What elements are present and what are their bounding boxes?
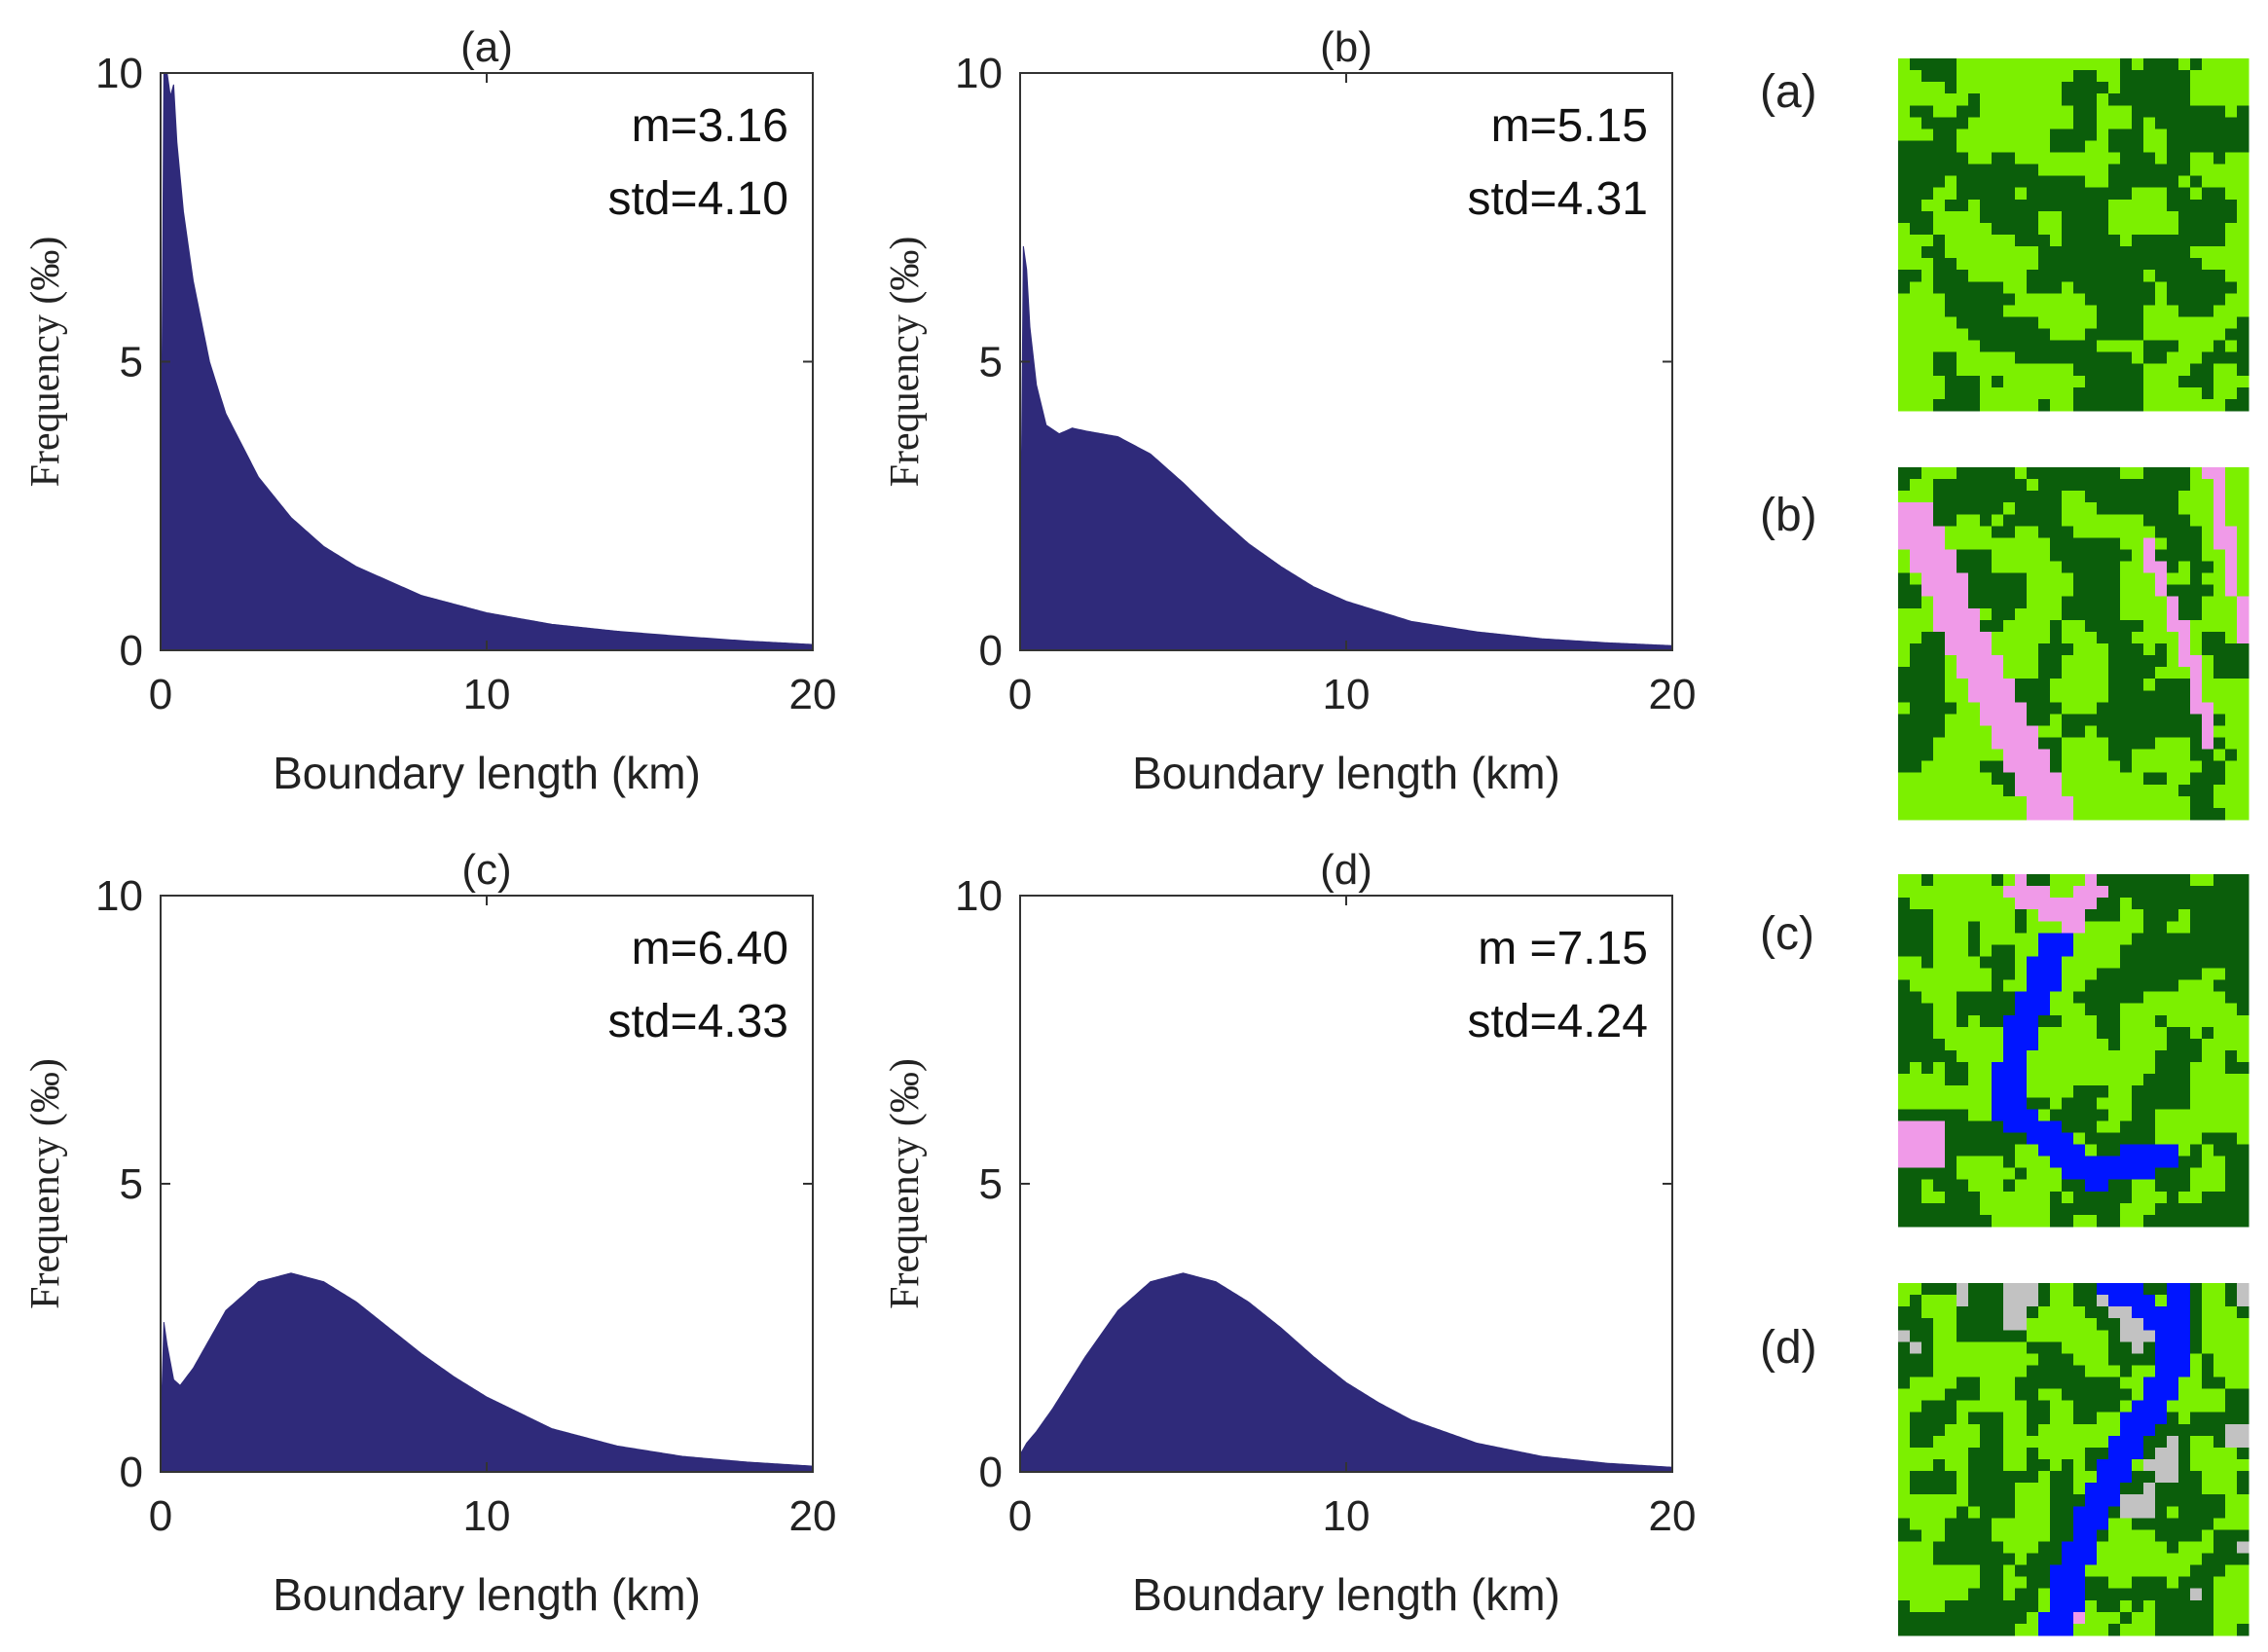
x-tick-label: 10 xyxy=(1323,1492,1371,1540)
map-panel-b: (b) xyxy=(1760,467,2250,821)
land-cover-grid xyxy=(1898,874,2250,1228)
histogram-panel-a: 0 10 20 0 5 10 (a) Boundary length (km) Frequenc… xyxy=(23,23,836,798)
panel-title: (c) xyxy=(461,846,511,894)
histogram-area xyxy=(160,1272,814,1473)
x-axis-label: Boundary length (km) xyxy=(1132,1569,1560,1620)
map-panel-d: (d) xyxy=(1760,1283,2250,1636)
x-axis-label: Boundary length (km) xyxy=(1132,748,1560,798)
y-axis-label: Frequency (‰) xyxy=(23,1058,68,1309)
std-label: std=4.24 xyxy=(1468,996,1648,1047)
histogram-panel-c: 0 10 20 0 5 10 (c) Boundary length (km) Frequenc… xyxy=(23,846,836,1620)
map-label: (c) xyxy=(1760,908,1814,960)
map-label: (a) xyxy=(1760,66,1817,118)
x-tick-label: 10 xyxy=(463,671,511,718)
mean-label: m=6.40 xyxy=(632,923,788,974)
histogram-panel-d: 0 10 20 0 5 10 (d) Boundary length (km) Frequenc… xyxy=(883,846,1696,1620)
panel-title: (d) xyxy=(1320,846,1372,894)
x-tick-label: 0 xyxy=(1008,1492,1032,1540)
x-tick-label: 20 xyxy=(789,1492,837,1540)
y-tick-label: 0 xyxy=(120,627,143,675)
x-tick-label: 20 xyxy=(1649,671,1697,718)
std-label: std=4.31 xyxy=(1468,173,1648,225)
y-tick-label: 10 xyxy=(95,50,143,97)
x-tick-label: 0 xyxy=(149,671,172,718)
y-axis-label: Frequency (‰) xyxy=(883,1058,928,1309)
map-label: (b) xyxy=(1760,490,1817,541)
std-label: std=4.33 xyxy=(608,996,788,1047)
x-tick-label: 0 xyxy=(149,1492,172,1540)
y-tick-label: 5 xyxy=(120,1160,143,1208)
x-tick-label: 10 xyxy=(463,1492,511,1540)
mean-label: m=3.16 xyxy=(632,100,788,152)
y-tick-label: 5 xyxy=(120,339,143,386)
panel-title: (a) xyxy=(460,23,513,71)
histogram-area xyxy=(1019,1272,1673,1473)
histogram-area xyxy=(160,72,814,651)
y-axis-label: Frequency (‰) xyxy=(883,237,928,488)
y-tick-label: 0 xyxy=(979,1449,1003,1496)
y-tick-label: 5 xyxy=(979,1160,1003,1208)
x-tick-label: 0 xyxy=(1008,671,1032,718)
histogram-panel-b: 0 10 20 0 5 10 (b) Boundary length (km) Frequenc… xyxy=(883,23,1696,798)
histogram-panels: 0 10 20 0 5 10 (a) Boundary length (km) Frequenc… xyxy=(23,23,1696,1620)
y-tick-label: 10 xyxy=(955,872,1003,920)
y-axis-label: Frequency (‰) xyxy=(23,237,68,488)
panel-title: (b) xyxy=(1320,23,1372,71)
mean-label: m =7.15 xyxy=(1478,923,1648,974)
y-tick-label: 0 xyxy=(120,1449,143,1496)
x-axis-label: Boundary length (km) xyxy=(273,748,701,798)
x-tick-label: 10 xyxy=(1323,671,1371,718)
mean-label: m=5.15 xyxy=(1491,100,1648,152)
map-panel-c: (c) xyxy=(1760,874,2250,1228)
y-tick-label: 10 xyxy=(955,50,1003,97)
map-panel-a: (a) xyxy=(1760,58,2250,412)
x-tick-label: 20 xyxy=(1649,1492,1697,1540)
y-tick-label: 0 xyxy=(979,627,1003,675)
land-cover-grid xyxy=(1898,1283,2250,1636)
histogram-area xyxy=(1019,245,1673,651)
std-label: std=4.10 xyxy=(608,173,788,225)
y-tick-label: 10 xyxy=(95,872,143,920)
land-cover-maps: (a) (b) (c) (d) xyxy=(1760,58,2250,1636)
map-label: (d) xyxy=(1760,1322,1817,1374)
land-cover-grid xyxy=(1898,467,2250,821)
x-tick-label: 20 xyxy=(789,671,837,718)
land-cover-grid xyxy=(1898,58,2250,412)
x-axis-label: Boundary length (km) xyxy=(273,1569,701,1620)
y-tick-label: 5 xyxy=(979,339,1003,386)
